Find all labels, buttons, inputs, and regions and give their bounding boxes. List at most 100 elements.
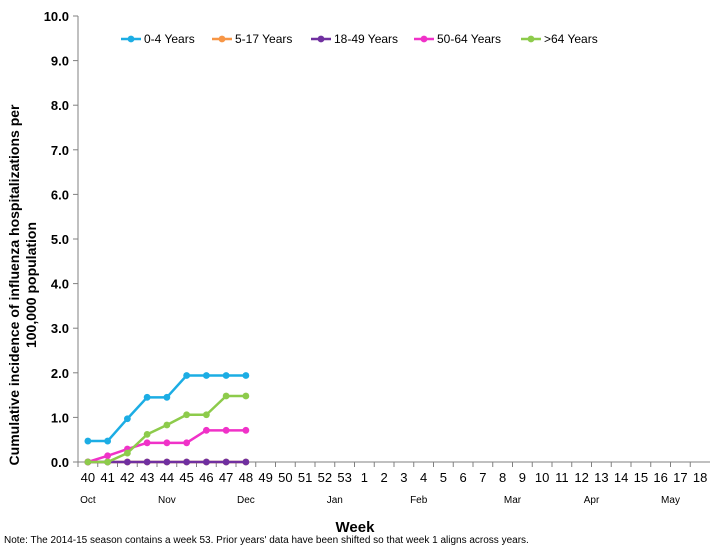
x-tick-label: 12 [574, 470, 588, 485]
data-point [104, 437, 112, 445]
x-tick-label: 4 [420, 470, 427, 485]
data-point [202, 411, 210, 419]
data-point [163, 458, 171, 466]
x-tick-label: 5 [440, 470, 447, 485]
x-tick-label: 13 [594, 470, 608, 485]
month-label: Nov [158, 495, 176, 506]
y-axis-label-line1: Cumulative incidence of influenza hospit… [6, 104, 22, 465]
x-tick-label: 3 [400, 470, 407, 485]
y-tick-label: 4.0 [51, 277, 69, 292]
month-label: Mar [504, 495, 522, 506]
legend-item: 50-64 Years [414, 32, 501, 46]
legend-swatch-marker [218, 35, 226, 43]
legend-swatch-marker [420, 35, 428, 43]
data-point [104, 458, 112, 466]
data-point [163, 439, 171, 447]
data-point [84, 458, 92, 466]
x-tick-label: 52 [318, 470, 332, 485]
data-point [183, 411, 191, 419]
x-tick-label: 46 [199, 470, 213, 485]
series-0 [84, 372, 250, 445]
x-tick-label: 53 [337, 470, 351, 485]
data-point [183, 372, 191, 379]
x-tick-label: 43 [140, 470, 154, 485]
x-tick-label: 42 [120, 470, 134, 485]
month-label: Apr [584, 495, 600, 506]
legend-item: 18-49 Years [311, 32, 398, 46]
data-point [222, 426, 230, 434]
month-label: Feb [410, 495, 428, 506]
data-point [163, 393, 171, 401]
y-axis-label-line2: 100,000 population [23, 222, 39, 348]
y-tick-label: 3.0 [51, 321, 69, 336]
x-tick-label: 8 [499, 470, 506, 485]
legend: 0-4 Years 5-17 Years 18-49 Years 50-64 Year… [121, 32, 598, 46]
data-point [222, 392, 230, 400]
legend-item: 5-17 Years [212, 32, 292, 46]
x-tick-label: 1 [361, 470, 368, 485]
legend-swatch-marker [127, 35, 135, 43]
x-tick-label: 17 [673, 470, 687, 485]
data-point [84, 437, 92, 445]
legend-label: 18-49 Years [334, 32, 398, 46]
data-point [143, 439, 151, 447]
month-label: Jan [327, 495, 343, 506]
legend-swatch-marker [317, 35, 325, 43]
legend-item: 0-4 Years [121, 32, 195, 46]
y-tick-label: 1.0 [51, 410, 69, 425]
month-label: Dec [237, 495, 255, 506]
legend-swatch-marker [527, 35, 535, 43]
series-group [84, 372, 250, 466]
data-point [163, 421, 171, 429]
data-point [143, 430, 151, 438]
x-tick-label: 9 [519, 470, 526, 485]
data-point [222, 372, 230, 379]
month-label: May [661, 495, 680, 506]
legend-item: >64 Years [521, 32, 598, 46]
x-tick-label: 16 [653, 470, 667, 485]
data-point [143, 458, 151, 466]
x-tick-label: 15 [634, 470, 648, 485]
data-point [242, 458, 250, 466]
legend-label: 5-17 Years [235, 32, 292, 46]
x-tick-label: 47 [219, 470, 233, 485]
y-tick-labels: 0.0 1.0 2.0 3.0 4.0 5.0 6.0 7.0 8.0 9.0 10.0 [44, 9, 69, 470]
y-tick-label: 8.0 [51, 98, 69, 113]
x-tick-labels: 40 41 42 43 44 45 46 47 48 49 50 51 52 53 1 2 3 4 5 6 7 8 9 10 1… [81, 470, 708, 485]
y-tick-label: 5.0 [51, 232, 69, 247]
series-line [87, 394, 246, 464]
data-point [242, 426, 250, 434]
x-tick-label: 48 [239, 470, 253, 485]
x-tick-label: 14 [614, 470, 628, 485]
x-tick-label: 49 [258, 470, 272, 485]
y-tick-label: 7.0 [51, 143, 69, 158]
x-tick-label: 18 [693, 470, 707, 485]
data-point [183, 458, 191, 466]
data-point [143, 393, 151, 401]
y-tick-label: 0.0 [51, 455, 69, 470]
x-tick-label: 45 [179, 470, 193, 485]
x-tick-label: 51 [298, 470, 312, 485]
data-point [222, 458, 230, 466]
month-label: Oct [80, 495, 96, 506]
data-point [123, 458, 131, 466]
x-tick-label: 7 [479, 470, 486, 485]
y-tick-label: 2.0 [51, 366, 69, 381]
x-tick-label: 41 [100, 470, 114, 485]
x-tick-label: 10 [535, 470, 549, 485]
legend-label: 50-64 Years [437, 32, 501, 46]
series-4 [84, 392, 250, 466]
x-tick-label: 6 [460, 470, 467, 485]
data-point [123, 449, 131, 457]
y-tick-label: 6.0 [51, 187, 69, 202]
data-point [123, 415, 131, 423]
data-point [202, 458, 210, 466]
data-point [202, 372, 210, 379]
data-point [242, 372, 250, 379]
x-tick-label: 2 [381, 470, 388, 485]
footnote: Note: The 2014-15 season contains a week… [4, 535, 529, 546]
legend-label: >64 Years [544, 32, 598, 46]
x-axis-label: Week [336, 519, 376, 536]
